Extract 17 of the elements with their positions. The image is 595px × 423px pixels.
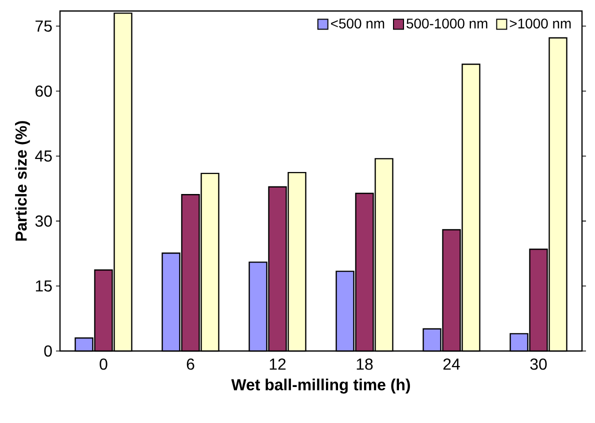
x-tick-label: 18 [356, 358, 373, 370]
legend-label: <500 nm [331, 18, 384, 28]
y-tick-label: 75 [36, 20, 52, 32]
x-tick-label: 6 [186, 358, 194, 370]
y-tick-label: 0 [44, 345, 52, 357]
y-axis-title: Particle size (%) [15, 121, 30, 241]
y-tick-label: 45 [35, 150, 52, 162]
x-tick-label: 30 [530, 358, 547, 370]
x-axis-title: Wet ball-milling time (h) [231, 378, 410, 394]
x-tick-label: 0 [100, 358, 108, 370]
x-tick-label: 12 [270, 358, 286, 370]
x-tick-label: 24 [443, 358, 460, 370]
legend-label: >1000 nm [510, 18, 571, 28]
y-tick-label: 30 [35, 215, 52, 227]
legend-label: 500-1000 nm [406, 18, 488, 28]
y-tick-label: 15 [36, 280, 52, 292]
y-tick-label: 60 [36, 85, 52, 97]
